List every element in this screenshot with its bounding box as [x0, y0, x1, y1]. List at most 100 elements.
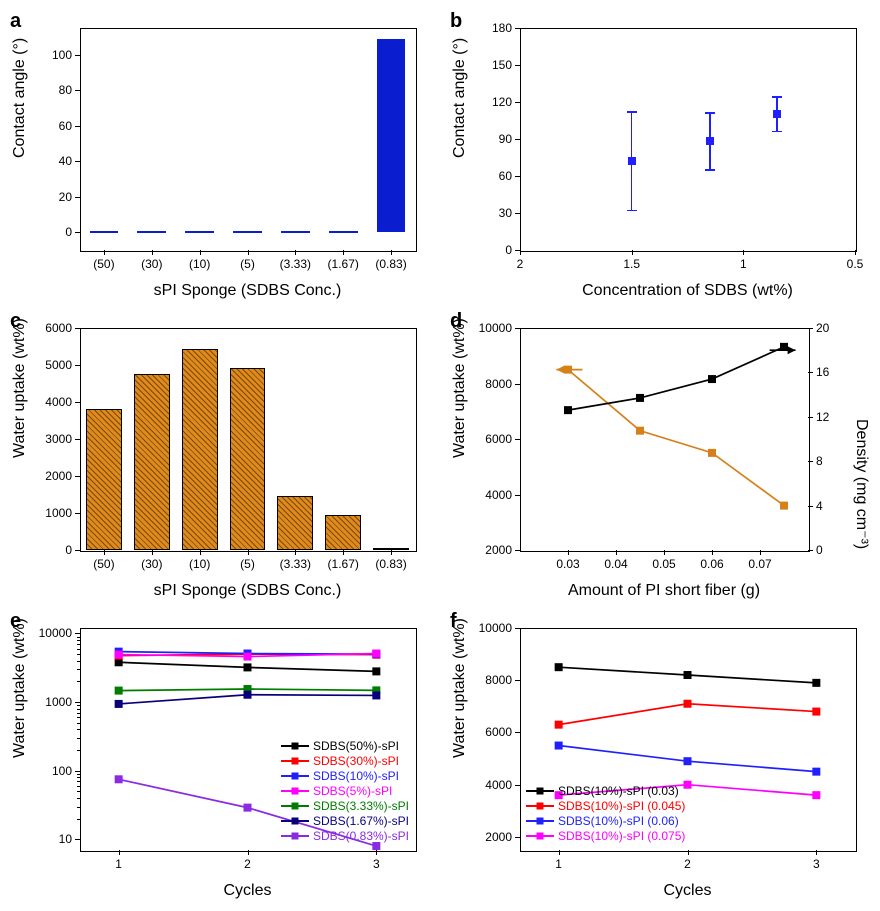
tick — [632, 250, 633, 255]
legend-swatch — [281, 790, 309, 792]
tick — [75, 550, 80, 551]
bar — [185, 231, 214, 233]
tick-label: 2 — [517, 257, 524, 271]
marker — [628, 157, 636, 165]
tick-label: 1000 — [22, 506, 72, 520]
legend: SDBS(50%)-sPISDBS(30%)-sPISDBS(10%)-sPI S… — [281, 739, 409, 844]
tick — [200, 250, 201, 255]
tick — [295, 250, 296, 255]
marker — [706, 137, 714, 145]
tick-label: 30 — [462, 206, 512, 220]
tick — [515, 65, 520, 66]
bar — [134, 374, 170, 550]
legend-swatch — [281, 760, 309, 762]
tick-label: 2000 — [22, 469, 72, 483]
legend-swatch — [526, 835, 554, 837]
bar — [377, 39, 406, 233]
tick — [152, 250, 153, 255]
tick-label: 0 — [462, 243, 512, 257]
tick-label: 60 — [22, 119, 72, 133]
panel-a: aContact angle (°)sPI Sponge (SDBS Conc.… — [10, 10, 430, 305]
legend-label: SDBS(10%)-sPI (0.075) — [558, 829, 685, 843]
error-cap — [772, 96, 782, 98]
tick-label: (0.83) — [375, 257, 406, 271]
tick — [75, 90, 80, 91]
tick-label: 1.5 — [623, 257, 640, 271]
legend-label: SDBS(10%)-sPI (0.03) — [558, 784, 679, 798]
plot-frame — [80, 28, 417, 252]
tick — [75, 197, 80, 198]
legend: SDBS(10%)-sPI (0.03)SDBS(10%)-sPI (0.045… — [526, 784, 685, 844]
error-cap — [627, 111, 637, 113]
bar — [90, 231, 119, 233]
error-cap — [705, 169, 715, 171]
legend-swatch — [526, 820, 554, 822]
legend-label: SDBS(30%)-sPI — [313, 754, 399, 768]
bar — [329, 231, 358, 233]
legend-item: SDBS(10%)-sPI (0.06) — [526, 814, 685, 828]
legend-swatch — [281, 775, 309, 777]
legend-swatch — [281, 820, 309, 822]
tick — [743, 250, 744, 255]
tick — [515, 213, 520, 214]
tick-label: 5000 — [22, 358, 72, 372]
tick — [248, 250, 249, 255]
tick-label: 3000 — [22, 432, 72, 446]
legend-label: SDBS(1.67%)-sPI — [313, 814, 409, 828]
error-cap — [627, 210, 637, 212]
tick — [75, 513, 80, 514]
legend-label: SDBS(3.33%)-sPI — [313, 799, 409, 813]
legend-item: SDBS(30%)-sPI — [281, 754, 409, 768]
tick-label: 20 — [22, 190, 72, 204]
marker — [773, 110, 781, 118]
bar — [137, 231, 166, 233]
bar — [325, 515, 361, 550]
x-axis-label: sPI Sponge (SDBS Conc.) — [80, 582, 415, 600]
tick-label: (3.33) — [280, 557, 311, 571]
bar — [182, 349, 218, 550]
tick-label: (30) — [141, 557, 162, 571]
tick — [152, 550, 153, 555]
tick-label: 0 — [22, 225, 72, 239]
legend-label: SDBS(10%)-sPI (0.06) — [558, 814, 679, 828]
x-axis-label: Concentration of SDBS (wt%) — [520, 282, 855, 300]
tick — [200, 550, 201, 555]
x-axis-label: sPI Sponge (SDBS Conc.) — [80, 282, 415, 300]
tick — [75, 476, 80, 477]
tick — [391, 550, 392, 555]
legend-label: SDBS(10%)-sPI — [313, 769, 399, 783]
tick-label: 80 — [22, 83, 72, 97]
legend-swatch — [281, 805, 309, 807]
panel-label-a: a — [10, 10, 21, 33]
tick — [75, 126, 80, 127]
legend-swatch — [281, 835, 309, 837]
legend-item: SDBS(3.33%)-sPI — [281, 799, 409, 813]
bar — [230, 368, 266, 550]
lines-svg — [450, 310, 870, 605]
error-cap — [705, 112, 715, 114]
legend-item: SDBS(0.83%)-sPI — [281, 829, 409, 843]
tick — [515, 28, 520, 29]
tick-label: 1 — [740, 257, 747, 271]
legend-item: SDBS(10%)-sPI (0.045) — [526, 799, 685, 813]
legend-item: SDBS(1.67%)-sPI — [281, 814, 409, 828]
tick — [391, 250, 392, 255]
tick — [515, 176, 520, 177]
tick — [75, 402, 80, 403]
tick — [515, 102, 520, 103]
tick-label: (50) — [93, 257, 114, 271]
tick — [343, 550, 344, 555]
bar — [281, 231, 310, 233]
tick — [75, 161, 80, 162]
legend-label: SDBS(10%)-sPI (0.045) — [558, 799, 685, 813]
legend-item: SDBS(10%)-sPI (0.03) — [526, 784, 685, 798]
tick — [75, 232, 80, 233]
legend-item: SDBS(50%)-sPI — [281, 739, 409, 753]
bar — [277, 496, 313, 550]
tick — [104, 250, 105, 255]
bar — [86, 409, 122, 550]
panel-label-b: b — [450, 10, 462, 33]
tick-label: (30) — [141, 257, 162, 271]
tick-label: 0.5 — [847, 257, 864, 271]
panel-f: fWater uptake (wt%)Cycles200040006000800… — [450, 610, 870, 905]
